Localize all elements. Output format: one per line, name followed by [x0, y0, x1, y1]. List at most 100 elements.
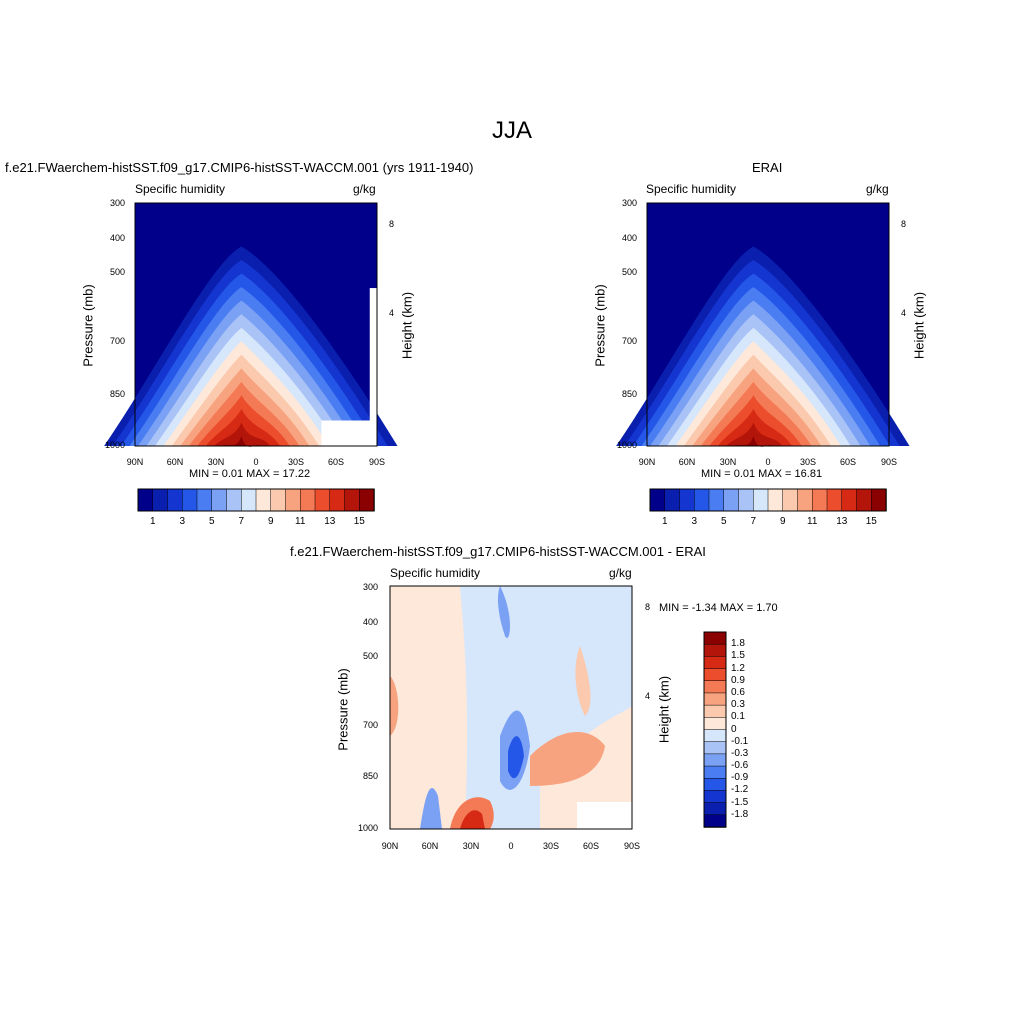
colorbar-swatch	[703, 631, 727, 645]
contour-fill	[390, 586, 468, 829]
ytick: 1000	[357, 823, 378, 833]
rlabel-diff: Height (km)	[656, 675, 672, 744]
colorbar-label: 0.9	[731, 674, 745, 686]
colorbar-label: -0.6	[731, 760, 749, 772]
ylabel-model: Pressure (mb)	[80, 284, 96, 367]
colorbar-swatch	[649, 488, 666, 512]
colorbar-swatch	[703, 680, 727, 694]
colorbar-label: -1.8	[731, 808, 749, 820]
rlabel-model: Height (km)	[399, 291, 415, 360]
xtick: 30N	[462, 841, 480, 851]
colorbar-swatch	[196, 488, 213, 512]
colorbar-swatch	[767, 488, 784, 512]
contour-plot-model	[104, 202, 398, 447]
xtick: 0	[253, 457, 259, 467]
contour-fill	[726, 422, 783, 446]
panel-title-diff: f.e21.FWaerchem-histSST.f09_g17.CMIP6-hi…	[290, 544, 706, 559]
colorbar-label: 7	[750, 516, 757, 527]
xtick: 0	[765, 457, 771, 467]
colorbar-label: 11	[807, 516, 818, 527]
colorbar-swatch	[703, 814, 727, 828]
ytick: 500	[621, 267, 637, 277]
ytick: 1000	[616, 440, 637, 450]
rtick: 4	[645, 691, 651, 701]
colorbar-label: 5	[208, 516, 215, 527]
colorbar-swatch	[703, 704, 727, 719]
colorbar-swatch	[211, 488, 228, 512]
ytick: 300	[621, 198, 637, 208]
xtick: 90N	[126, 457, 144, 467]
colorbar-label: -0.1	[731, 735, 749, 747]
xtick: 60N	[421, 841, 439, 851]
contour-fill	[734, 436, 773, 447]
rtick: 4	[901, 308, 907, 318]
colorbar-swatch	[664, 488, 681, 512]
contour-plot-erai	[616, 202, 910, 447]
ylabel-diff: Pressure (mb)	[335, 668, 351, 751]
rtick: 8	[645, 602, 651, 612]
colorbar-swatch	[782, 488, 799, 512]
xtick: 90S	[880, 457, 897, 467]
colorbar-swatch	[856, 488, 872, 512]
ytick: 1000	[104, 440, 125, 450]
variable-label-erai: Specific humidity	[646, 182, 737, 196]
contour-fill	[214, 422, 271, 446]
colorbar-swatch	[703, 643, 727, 658]
minmax-diff: MIN = -1.34 MAX = 1.70	[659, 602, 778, 614]
colorbar-label: 1	[661, 516, 668, 527]
contour-fill	[508, 736, 524, 779]
units-label-erai: g/kg	[866, 182, 889, 196]
colorbar-swatch	[703, 668, 727, 682]
colorbar-swatch	[255, 488, 272, 512]
variable-label-diff: Specific humidity	[390, 566, 481, 580]
colorbar-swatch	[359, 488, 375, 512]
xtick: 90N	[638, 457, 656, 467]
colorbar-swatch	[167, 488, 183, 512]
colorbar-swatch	[797, 488, 813, 512]
colorbar-swatch	[703, 717, 727, 731]
ytick: 700	[621, 336, 637, 346]
colorbar-label: 15	[865, 516, 877, 527]
colorbar-swatch	[723, 488, 740, 512]
colorbar-label: 0	[731, 723, 737, 735]
colorbar-label: 9	[267, 516, 274, 527]
colorbar-label: 1.8	[731, 638, 745, 650]
rtick: 8	[901, 219, 907, 229]
contour-fill	[470, 586, 497, 829]
ytick: 300	[362, 582, 378, 592]
masked-region	[369, 288, 377, 422]
colorbar-label: 0.3	[731, 699, 745, 711]
panel-title-model: f.e21.FWaerchem-histSST.f09_g17.CMIP6-hi…	[5, 160, 474, 175]
colorbar-label: -1.2	[731, 784, 749, 796]
colorbar-label: -0.3	[731, 747, 749, 759]
masked-region	[577, 802, 632, 829]
ylabel-erai: Pressure (mb)	[592, 284, 608, 367]
contour-fill	[530, 732, 605, 786]
minmax-model: MIN = 0.01 MAX = 17.22	[189, 468, 311, 480]
colorbar-swatch	[826, 488, 843, 512]
colorbar-model	[137, 488, 375, 512]
colorbar-swatch	[137, 488, 154, 512]
xtick: 60S	[839, 457, 856, 467]
ytick: 400	[621, 233, 637, 243]
colorbar-label: -0.9	[731, 772, 749, 784]
colorbar-swatch	[703, 692, 727, 706]
xtick: 60N	[166, 457, 184, 467]
colorbar-label: 11	[295, 516, 306, 527]
units-label-diff: g/kg	[609, 566, 632, 580]
colorbar-swatch	[226, 488, 242, 512]
colorbar-swatch	[300, 488, 316, 512]
ytick: 700	[362, 720, 378, 730]
colorbar-swatch	[344, 488, 360, 512]
colorbar-swatch	[694, 488, 710, 512]
colorbar-swatch	[241, 488, 257, 512]
colorbar-label: 13	[324, 516, 336, 527]
colorbar-label: -1.5	[731, 796, 749, 808]
xtick: 60S	[582, 841, 599, 851]
colorbar-erai	[649, 488, 887, 512]
colorbar-swatch	[182, 488, 198, 512]
rlabel-erai: Height (km)	[911, 291, 927, 360]
rtick: 4	[389, 308, 395, 318]
colorbar-swatch	[841, 488, 858, 512]
colorbar-swatch	[703, 753, 727, 767]
